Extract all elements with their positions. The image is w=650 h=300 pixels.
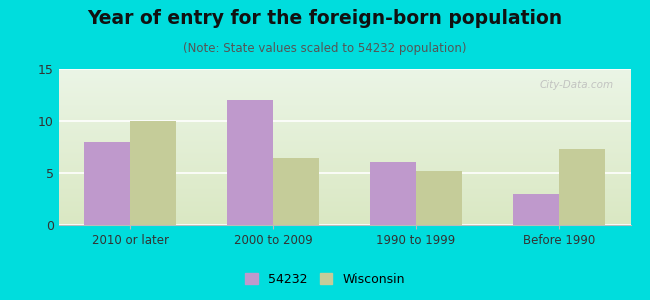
Text: Year of entry for the foreign-born population: Year of entry for the foreign-born popul… — [88, 9, 562, 28]
Bar — [84, 142, 130, 225]
Bar — [416, 171, 462, 225]
Legend: 54232, Wisconsin: 54232, Wisconsin — [240, 268, 410, 291]
Text: City-Data.com: City-Data.com — [540, 80, 614, 90]
Bar — [227, 100, 273, 225]
Bar — [559, 149, 604, 225]
Bar — [514, 194, 559, 225]
Bar — [130, 121, 176, 225]
Bar — [370, 162, 416, 225]
Text: (Note: State values scaled to 54232 population): (Note: State values scaled to 54232 popu… — [183, 42, 467, 55]
Bar — [273, 158, 318, 225]
